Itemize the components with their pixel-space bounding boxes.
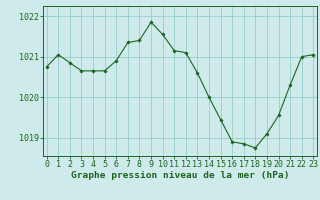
X-axis label: Graphe pression niveau de la mer (hPa): Graphe pression niveau de la mer (hPa)	[71, 171, 289, 180]
